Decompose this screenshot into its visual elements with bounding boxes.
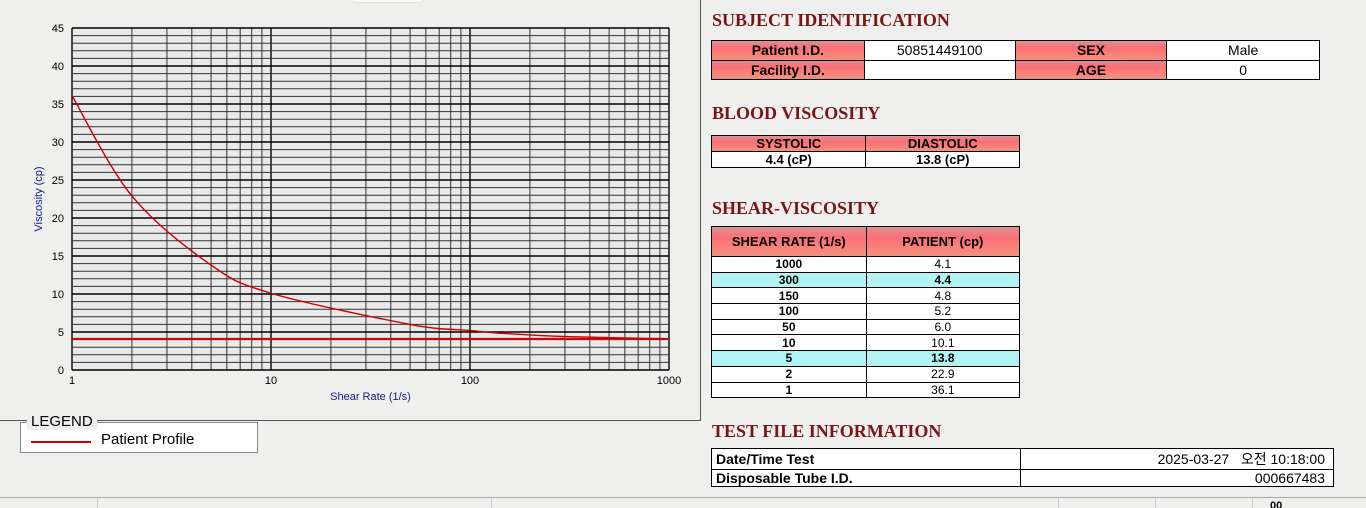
- svg-text:10: 10: [52, 289, 64, 301]
- svg-text:1000: 1000: [657, 375, 681, 387]
- svg-text:25: 25: [52, 175, 64, 187]
- svg-text:20: 20: [52, 213, 64, 225]
- svg-text:1: 1: [69, 375, 75, 387]
- svg-text:Shear Rate (1/s): Shear Rate (1/s): [330, 391, 411, 403]
- svg-text:10: 10: [265, 375, 277, 387]
- svg-text:100: 100: [461, 375, 479, 387]
- svg-text:40: 40: [52, 61, 64, 73]
- svg-text:15: 15: [52, 251, 64, 263]
- svg-text:30: 30: [52, 137, 64, 149]
- svg-text:Viscosity (cp): Viscosity (cp): [33, 166, 45, 231]
- svg-text:0: 0: [58, 365, 64, 377]
- svg-text:45: 45: [52, 23, 64, 35]
- svg-text:5: 5: [58, 327, 64, 339]
- svg-text:35: 35: [52, 99, 64, 111]
